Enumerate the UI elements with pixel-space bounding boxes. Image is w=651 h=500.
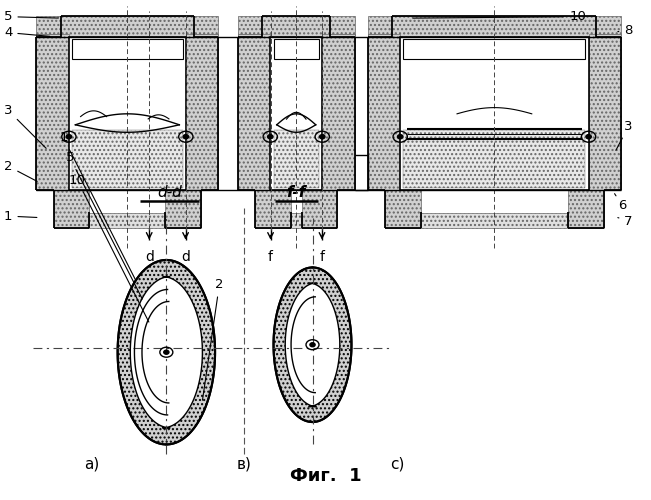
Bar <box>301 190 337 228</box>
Text: а): а) <box>84 457 99 472</box>
Bar <box>322 34 355 190</box>
Text: 1: 1 <box>4 210 37 222</box>
Bar <box>72 130 182 188</box>
Circle shape <box>586 134 591 139</box>
Bar <box>36 16 218 36</box>
Bar <box>186 34 218 190</box>
Text: 6: 6 <box>615 194 626 212</box>
Text: d: d <box>181 250 190 264</box>
Bar <box>273 130 319 188</box>
Circle shape <box>320 134 325 139</box>
Bar <box>165 190 201 228</box>
Text: 3: 3 <box>616 120 633 150</box>
Bar <box>291 212 301 228</box>
Bar <box>368 34 393 39</box>
Bar <box>89 212 165 228</box>
Bar <box>72 39 182 59</box>
Text: в): в) <box>237 457 252 472</box>
Circle shape <box>66 134 72 139</box>
Bar <box>255 190 291 228</box>
Bar <box>404 39 585 59</box>
Circle shape <box>268 134 273 139</box>
Bar <box>36 34 61 39</box>
Bar <box>238 34 270 190</box>
Bar <box>421 212 568 228</box>
Text: f-f: f-f <box>286 185 306 200</box>
PathPatch shape <box>285 283 340 406</box>
Text: d: d <box>145 250 154 264</box>
Circle shape <box>398 134 403 139</box>
Bar <box>238 16 355 36</box>
Text: f: f <box>268 250 273 264</box>
Circle shape <box>183 134 189 139</box>
Text: 10: 10 <box>69 174 149 322</box>
Bar <box>53 190 89 228</box>
Bar <box>238 34 262 39</box>
Text: 2: 2 <box>202 278 223 400</box>
Bar <box>36 34 69 190</box>
Bar <box>193 34 218 39</box>
Bar <box>596 34 621 39</box>
Text: 10: 10 <box>413 10 586 23</box>
Bar <box>270 36 322 190</box>
Text: d-d: d-d <box>158 185 182 200</box>
Text: 3: 3 <box>4 104 46 148</box>
Bar <box>404 130 585 188</box>
PathPatch shape <box>130 276 202 428</box>
Text: 5: 5 <box>66 152 143 299</box>
Text: 5: 5 <box>4 10 59 23</box>
Circle shape <box>164 350 169 354</box>
Text: 1: 1 <box>59 132 136 280</box>
Bar <box>368 34 400 190</box>
Bar <box>273 39 319 59</box>
Text: 7: 7 <box>618 214 633 228</box>
Text: с): с) <box>390 457 404 472</box>
Bar <box>330 34 355 39</box>
Text: 4: 4 <box>4 26 50 39</box>
Bar <box>400 36 589 190</box>
Bar <box>69 36 186 190</box>
PathPatch shape <box>273 268 352 422</box>
Bar <box>589 34 621 190</box>
Text: f: f <box>320 250 324 264</box>
Circle shape <box>310 342 315 346</box>
Bar <box>385 190 421 228</box>
Text: 2: 2 <box>4 160 37 182</box>
PathPatch shape <box>118 260 215 444</box>
Text: 8: 8 <box>618 24 633 37</box>
Bar <box>368 16 621 36</box>
Text: Фиг.  1: Фиг. 1 <box>290 468 361 485</box>
Bar <box>568 190 603 228</box>
